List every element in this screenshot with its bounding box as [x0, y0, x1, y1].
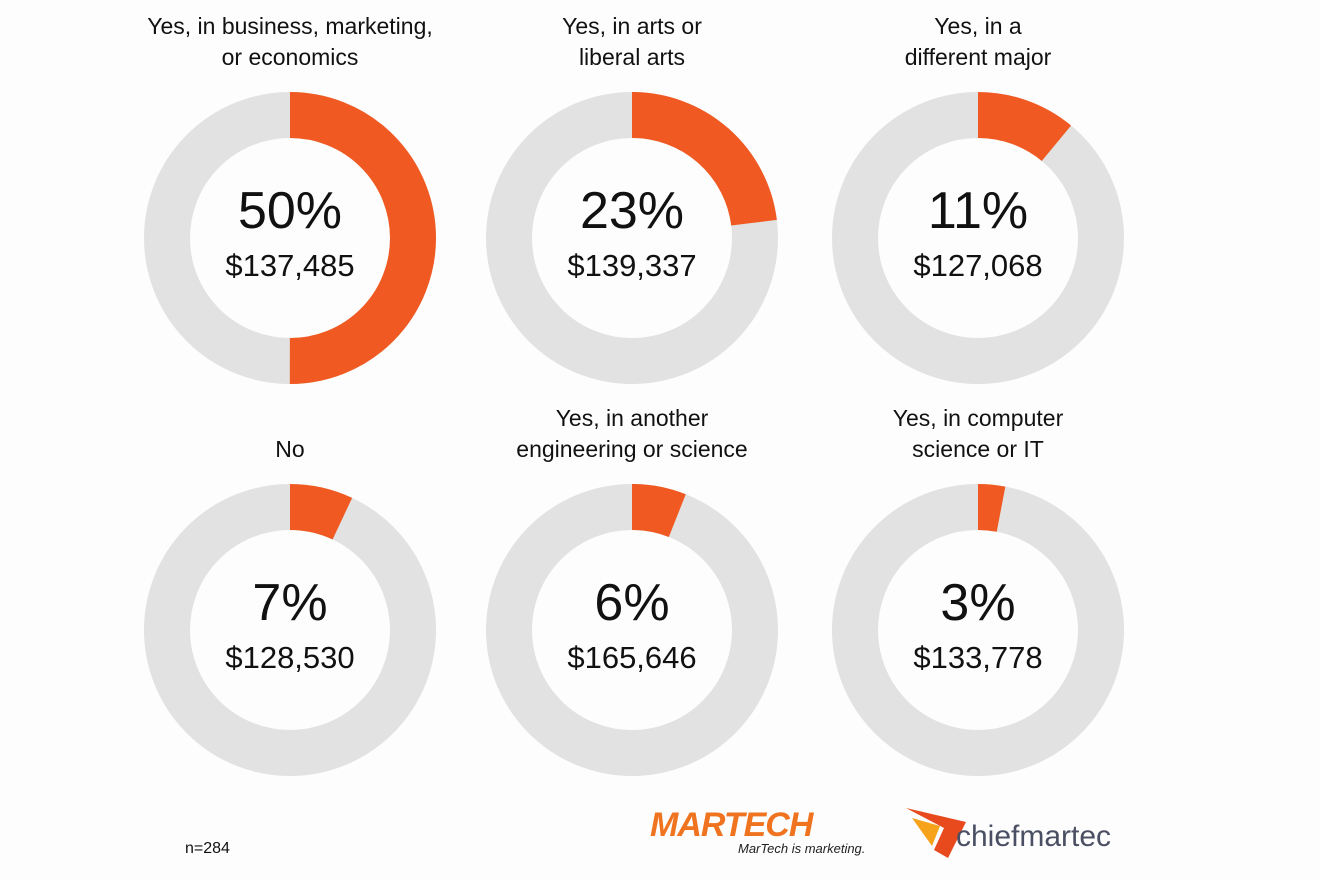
percent-label: 11%: [928, 182, 1028, 240]
chiefmartec-icon: [906, 808, 966, 858]
percent-label: 23%: [580, 182, 684, 240]
donut-title: science or IT: [912, 436, 1044, 462]
donut-title: No: [275, 436, 304, 462]
donut-title: Yes, in business, marketing,: [147, 13, 433, 39]
donut-title: liberal arts: [579, 44, 685, 70]
chiefmartec-logo: chiefmartec: [956, 820, 1111, 853]
donut-title: Yes, in arts or: [562, 13, 702, 39]
martech-tagline: MarTech is marketing.: [738, 841, 865, 856]
salary-label: $133,778: [913, 640, 1042, 675]
donut-title: different major: [905, 44, 1052, 70]
salary-label: $128,530: [225, 640, 354, 675]
salary-label: $165,646: [567, 640, 696, 675]
donut-segment: [144, 92, 436, 384]
donut-title: Yes, in a: [934, 13, 1022, 39]
donut-title: Yes, in another: [556, 405, 709, 431]
donut-title: engineering or science: [516, 436, 747, 462]
donut-title: Yes, in computer: [893, 405, 1064, 431]
donut-segment: [486, 484, 778, 776]
martech-logo: MARTECH: [650, 806, 815, 844]
chiefmartec-icon-inner: [912, 818, 940, 846]
percent-label: 3%: [940, 574, 1015, 632]
donut-segment: [144, 484, 436, 776]
donut-title: or economics: [222, 44, 359, 70]
percent-label: 6%: [594, 574, 669, 632]
salary-label: $127,068: [913, 248, 1042, 283]
percent-label: 50%: [238, 182, 342, 240]
salary-label: $139,337: [567, 248, 696, 283]
percent-label: 7%: [252, 574, 327, 632]
donut-segment: [486, 92, 778, 384]
donut-segment: [832, 92, 1124, 384]
salary-label: $137,485: [225, 248, 354, 283]
sample-note: n=284: [185, 840, 230, 857]
donut-segment: [832, 484, 1124, 776]
